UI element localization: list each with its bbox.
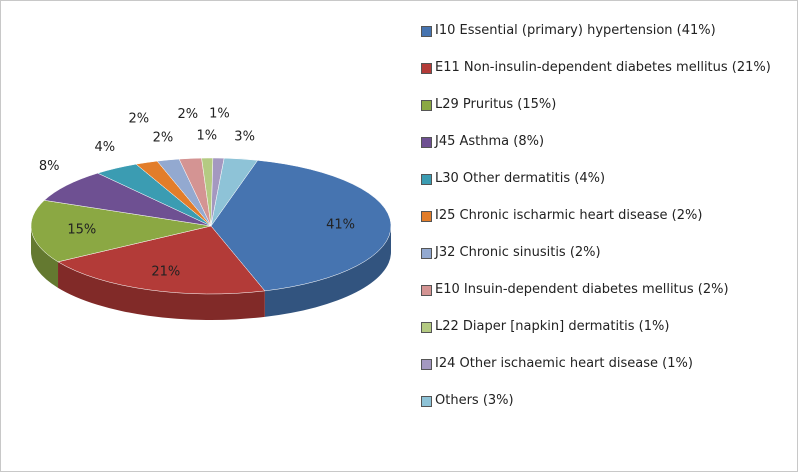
legend-swatch xyxy=(421,285,432,296)
legend-label: E10 Insuin-dependent diabetes mellitus (… xyxy=(435,282,729,297)
legend-swatch xyxy=(421,174,432,185)
legend-entry: I10 Essential (primary) hypertension (41… xyxy=(421,23,791,60)
legend-label: J32 Chronic sinusitis (2%) xyxy=(435,245,601,260)
legend-label: I10 Essential (primary) hypertension (41… xyxy=(435,23,716,38)
legend-label: Others (3%) xyxy=(435,393,514,408)
legend-swatch xyxy=(421,396,432,407)
slice xyxy=(210,157,259,227)
slice xyxy=(210,160,392,292)
legend-entry: I24 Other ischaemic heart disease (1%) xyxy=(421,356,791,393)
data-label: 2% xyxy=(128,111,149,126)
legend-label: L29 Pruritus (15%) xyxy=(435,97,557,112)
data-label: 2% xyxy=(153,131,174,146)
legend-entry: L29 Pruritus (15%) xyxy=(421,97,791,134)
legend-swatch xyxy=(421,248,432,259)
legend-entry: L22 Diaper [napkin] dermatitis (1%) xyxy=(421,319,791,356)
legend-entry: I25 Chronic ischarmic heart disease (2%) xyxy=(421,208,791,245)
data-label: 1% xyxy=(196,128,217,143)
data-label: 1% xyxy=(209,106,230,121)
legend-label: E11 Non-insulin-dependent diabetes melli… xyxy=(435,60,771,75)
legend-swatch xyxy=(421,322,432,333)
legend-label: L22 Diaper [napkin] dermatitis (1%) xyxy=(435,319,670,334)
slice xyxy=(30,200,212,263)
data-label: 15% xyxy=(67,223,96,238)
slice xyxy=(57,225,266,295)
data-label: 21% xyxy=(151,264,180,279)
legend-swatch xyxy=(421,359,432,370)
legend-swatch xyxy=(421,26,432,37)
legend-entry: E10 Insuin-dependent diabetes mellitus (… xyxy=(421,282,791,319)
legend-label: L30 Other dermatitis (4%) xyxy=(435,171,606,186)
legend-label: I24 Other ischaemic heart disease (1%) xyxy=(435,356,693,371)
legend-entry: E11 Non-insulin-dependent diabetes melli… xyxy=(421,60,791,97)
legend-label: I25 Chronic ischarmic heart disease (2%) xyxy=(435,208,703,223)
data-label: 4% xyxy=(94,140,115,155)
data-label: 2% xyxy=(178,107,199,122)
legend-entry: J45 Asthma (8%) xyxy=(421,134,791,171)
slice-side xyxy=(31,226,59,288)
data-label: 41% xyxy=(326,217,355,232)
legend-entry: Others (3%) xyxy=(421,393,791,430)
legend: I10 Essential (primary) hypertension (41… xyxy=(421,23,791,430)
legend-swatch xyxy=(421,211,432,222)
slice-side xyxy=(264,226,391,317)
legend-label: J45 Asthma (8%) xyxy=(435,134,545,149)
legend-entry: L30 Other dermatitis (4%) xyxy=(421,171,791,208)
legend-entry: J32 Chronic sinusitis (2%) xyxy=(421,245,791,282)
data-label: 8% xyxy=(39,159,60,174)
data-label: 3% xyxy=(234,129,255,144)
legend-swatch xyxy=(421,100,432,111)
slice xyxy=(43,172,212,227)
pie-area: 41% 21% 15% 8% 4% 2% 2% 2% 1% 1% 3% xyxy=(30,106,392,320)
legend-swatch xyxy=(421,63,432,74)
legend-swatch xyxy=(421,137,432,148)
slice-side xyxy=(58,261,265,320)
